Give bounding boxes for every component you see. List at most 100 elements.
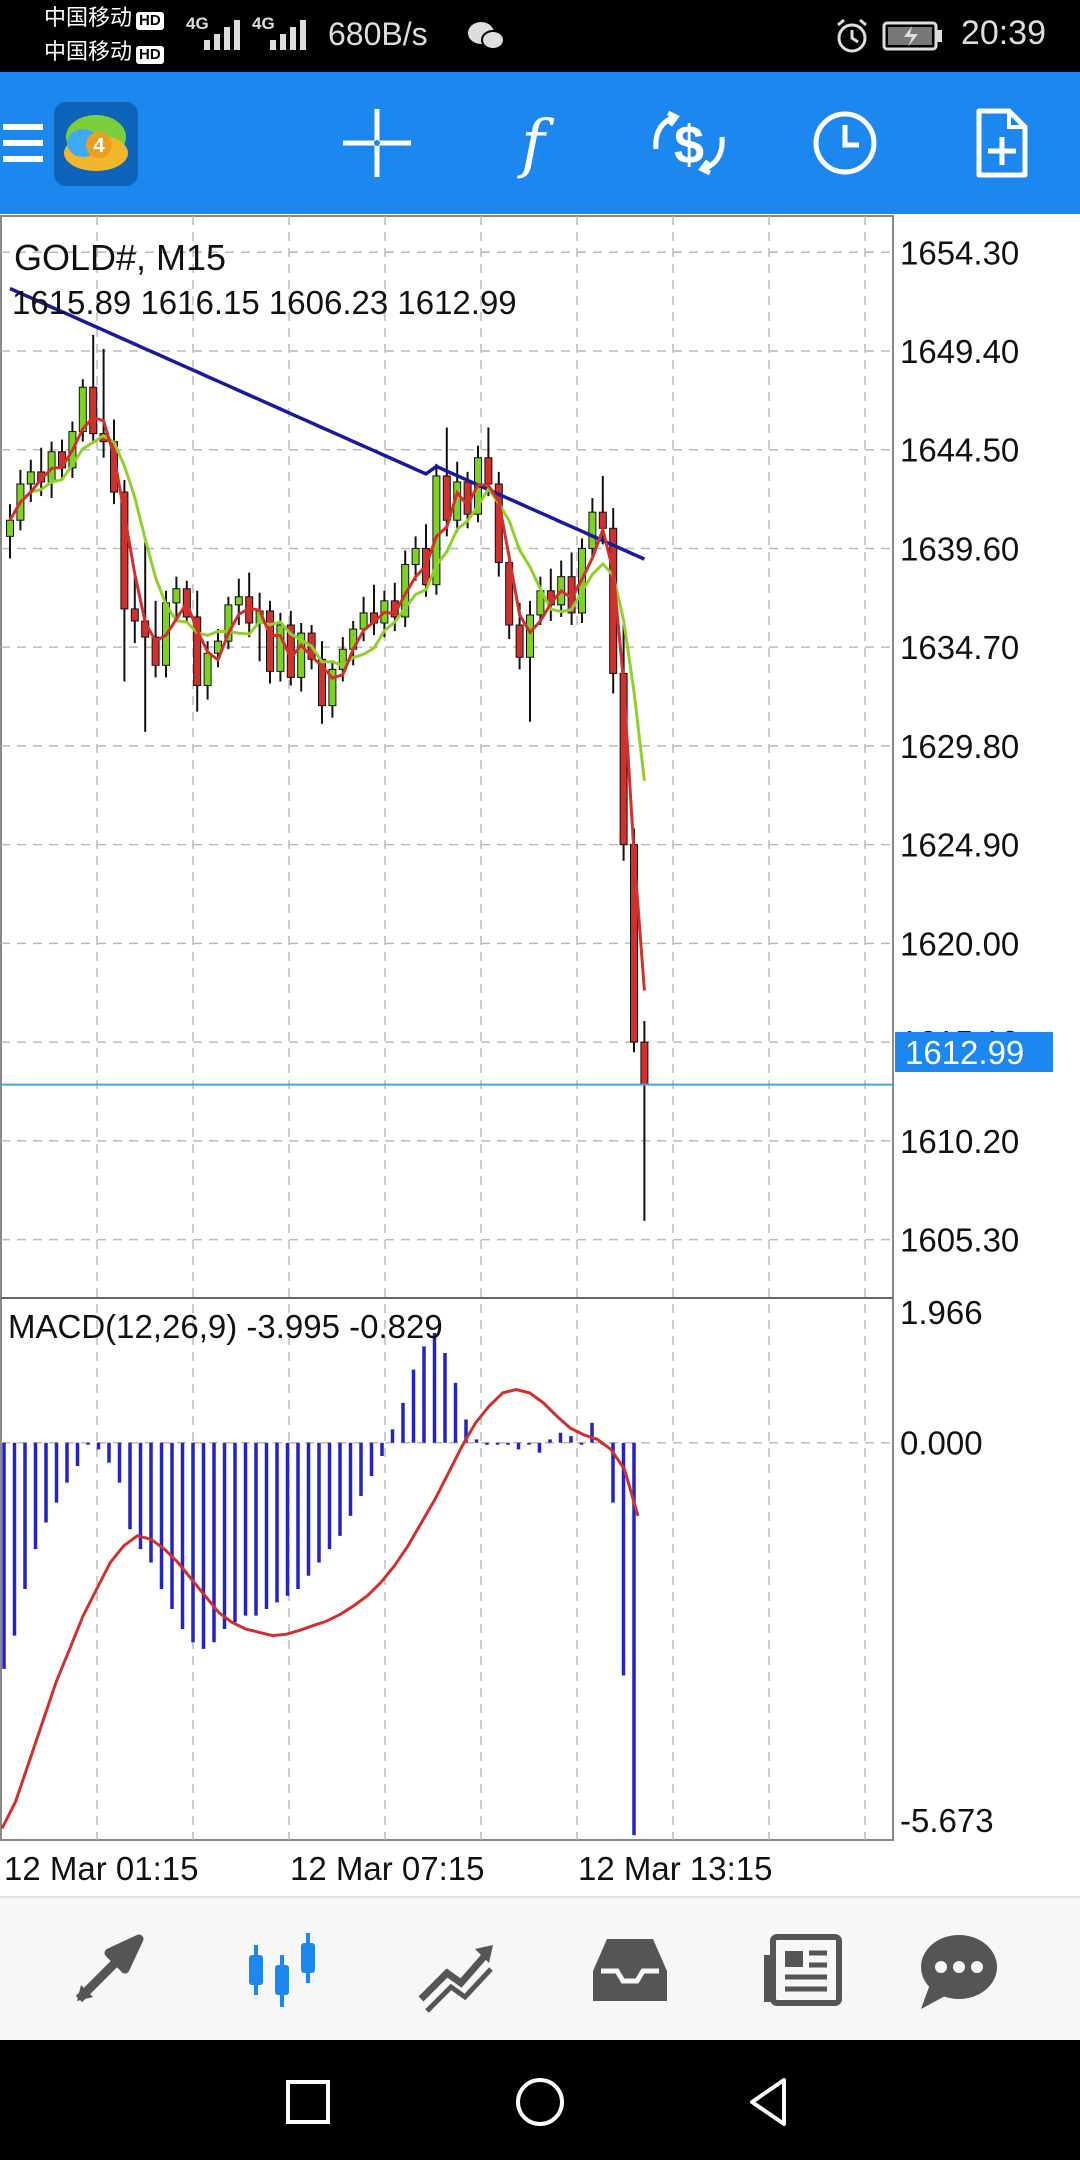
bull-candle <box>26 471 35 485</box>
indicator-function-icon: f <box>517 107 555 181</box>
home-icon <box>516 2078 564 2126</box>
new-order-icon <box>976 108 1028 178</box>
bear-candle <box>442 475 451 521</box>
price-tick-label: 1620.00 <box>900 925 1019 962</box>
macd-signal-line <box>0 1387 640 1830</box>
chart-icon <box>249 1933 315 2007</box>
clock: 20:39 <box>960 14 1046 52</box>
current-price-label: 1612.99 <box>905 1034 1024 1071</box>
back-button[interactable] <box>728 2062 808 2142</box>
ohlc-label: 1615.89 1616.15 1606.23 1612.99 <box>12 284 517 321</box>
ma-slow-line <box>9 286 646 561</box>
symbol-label: GOLD#, M15 <box>14 237 226 278</box>
nav-quotes[interactable] <box>58 1920 158 2020</box>
wechat-icon <box>468 22 505 50</box>
trade-nav-icon <box>418 1945 493 2013</box>
alarm-icon <box>837 18 867 53</box>
macd-label: MACD(12,26,9) -3.995 -0.829 <box>8 1308 443 1345</box>
bear-candle <box>640 1041 649 1086</box>
bull-candle <box>328 668 337 707</box>
bear-candle <box>193 616 202 686</box>
indicators-button[interactable]: f <box>488 98 578 188</box>
metatrader-logo: 4 <box>54 102 138 186</box>
nav-history[interactable] <box>580 1920 680 2020</box>
bear-candle <box>120 491 129 610</box>
svg-text:$: $ <box>674 115 704 175</box>
bottom-navigation <box>0 1896 1080 2042</box>
trade-icon: $ <box>653 110 725 176</box>
bull-candle <box>172 588 181 604</box>
news-icon <box>764 1934 842 2006</box>
svg-text:4: 4 <box>93 135 105 157</box>
chat-icon <box>921 1935 997 2009</box>
signal-icon-2 <box>270 20 306 50</box>
bull-candle <box>234 596 243 606</box>
price-tick-label: 1644.50 <box>900 432 1019 469</box>
bull-candle <box>203 652 212 686</box>
macd-tick-label: -5.673 <box>900 1802 994 1839</box>
bear-candle <box>89 386 98 435</box>
timeframe-clock-icon <box>813 111 877 175</box>
chart-area[interactable]: 1654.30 1649.40 1644.50 1639.60 1634.70 1629.… <box>0 214 1080 1900</box>
battery-icon <box>882 21 942 51</box>
signal-icon <box>204 20 240 50</box>
nav-chart[interactable] <box>232 1920 332 2020</box>
network-type-2: 4G <box>252 14 275 33</box>
trade-button[interactable]: $ <box>644 98 734 188</box>
bull-candle <box>526 614 534 658</box>
new-order-button[interactable] <box>956 98 1046 188</box>
bear-candle <box>266 610 274 672</box>
bull-candle <box>297 632 306 678</box>
bull-candle <box>6 519 14 537</box>
price-tick-label: 1610.20 <box>900 1123 1019 1160</box>
home-button[interactable] <box>500 2062 580 2142</box>
price-tick-label: 1639.60 <box>900 530 1019 567</box>
nav-news[interactable] <box>754 1920 854 2020</box>
time-axis-label: 12 Mar 01:15 <box>4 1850 198 1887</box>
toolbar: 4 f $ <box>0 72 1080 214</box>
price-tick-label: 1629.80 <box>900 728 1019 765</box>
price-tick-label: 1624.90 <box>900 827 1019 864</box>
price-tick-label: 1605.30 <box>900 1222 1019 1259</box>
nav-trade[interactable] <box>406 1920 506 2020</box>
bull-candle <box>224 604 233 642</box>
ma-fast-line <box>8 415 646 991</box>
network-speed: 680B/s <box>328 16 428 52</box>
price-tick-label: 1654.30 <box>900 234 1019 271</box>
crosshair-icon <box>343 109 411 177</box>
bear-candle <box>515 624 524 658</box>
time-axis-label: 12 Mar 13:15 <box>578 1850 772 1887</box>
time-axis-label: 12 Mar 07:15 <box>290 1850 484 1887</box>
status-bar: 中国移动 HD 中国移动 HD 4G 4G 680B/s 20:39 <box>0 0 1080 72</box>
network-type-1: 4G <box>186 14 209 33</box>
bear-candle <box>151 636 160 666</box>
bull-candle <box>276 624 285 672</box>
system-navigation <box>0 2040 1080 2160</box>
menu-icon <box>3 124 43 162</box>
carrier-1: 中国移动 HD <box>44 6 164 30</box>
history-icon <box>593 1939 667 2001</box>
bull-candle <box>411 547 420 566</box>
svg-text:f: f <box>517 107 555 181</box>
bear-candle <box>484 457 493 485</box>
carrier-2: 中国移动 HD <box>44 40 164 64</box>
bull-candle <box>588 511 597 549</box>
ma-mid-line <box>8 433 646 782</box>
macd-tick-label: 1.966 <box>900 1294 983 1331</box>
price-tick-label: 1634.70 <box>900 629 1019 666</box>
recents-icon <box>286 2080 330 2124</box>
current-price-badge <box>895 1032 1053 1072</box>
bull-candle <box>338 648 347 670</box>
nav-chat[interactable] <box>908 1920 1008 2020</box>
crosshair-button[interactable] <box>332 98 422 188</box>
recents-button[interactable] <box>268 2062 348 2142</box>
price-chart[interactable]: 1654.30 1649.40 1644.50 1639.60 1634.70 1629.… <box>0 214 1080 1900</box>
price-tick-label: 1649.40 <box>900 333 1019 370</box>
macd-tick-label: 0.000 <box>900 1425 983 1462</box>
app-logo-button[interactable]: 4 <box>52 100 140 188</box>
bear-candle <box>130 608 139 622</box>
menu-button[interactable] <box>0 98 68 188</box>
bull-candle <box>432 475 441 586</box>
timeframe-button[interactable] <box>800 98 890 188</box>
quotes-icon <box>75 1934 144 2003</box>
